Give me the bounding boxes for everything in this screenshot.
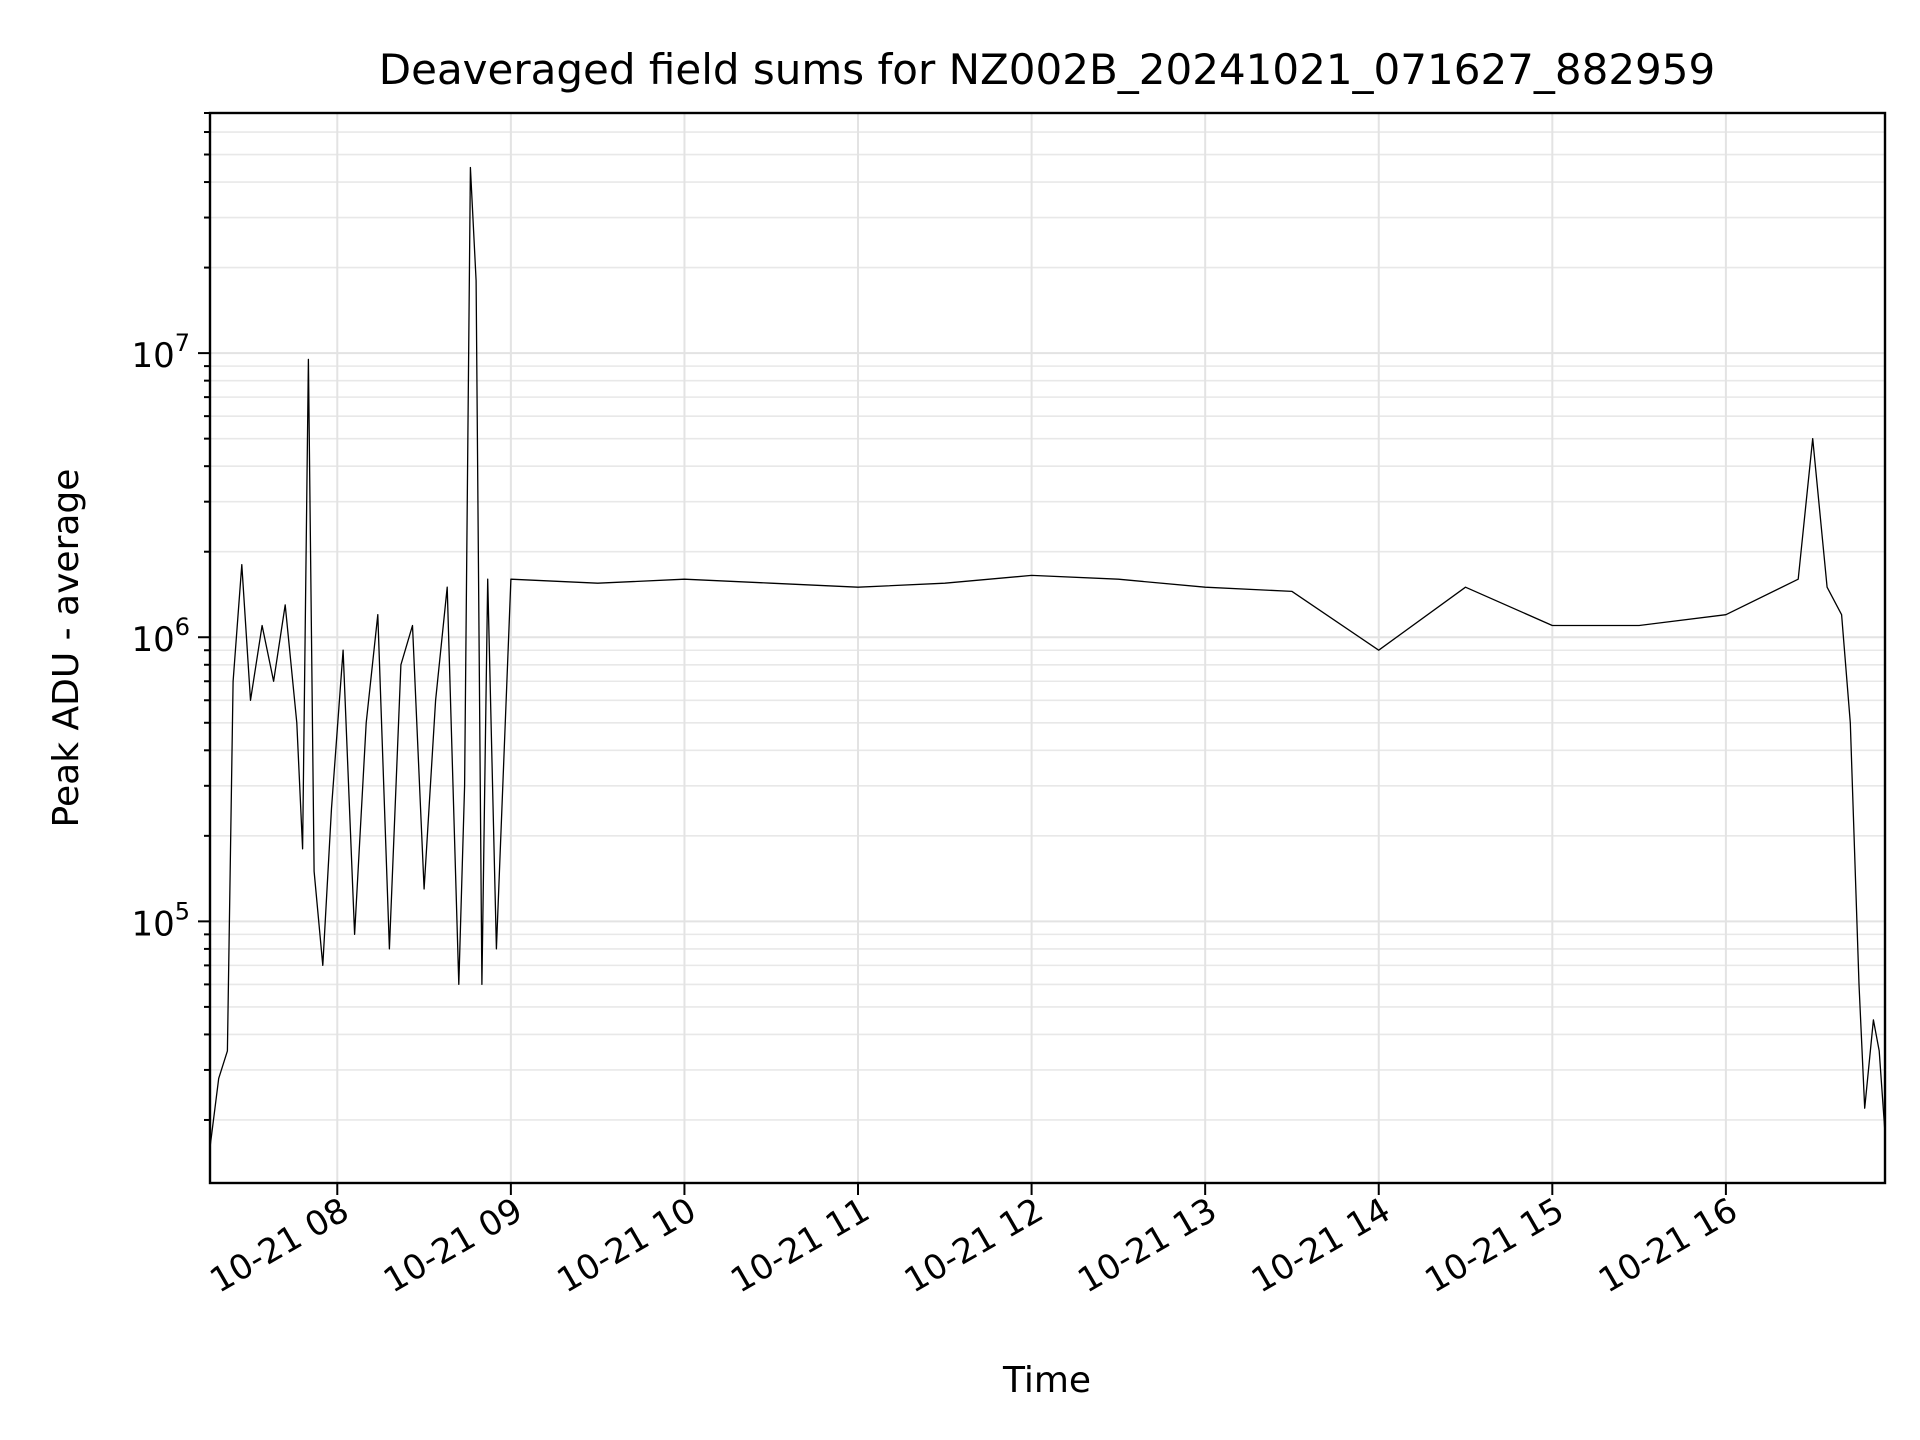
x-axis-label: Time — [1002, 1360, 1091, 1401]
x-tick-label: 10-21 12 — [898, 1190, 1050, 1301]
y-tick-label: 105 — [131, 897, 190, 944]
chart-title: Deaveraged field sums for NZ002B_2024102… — [379, 45, 1715, 94]
x-tick-label: 10-21 15 — [1418, 1190, 1570, 1301]
x-tick-label: 10-21 16 — [1592, 1190, 1744, 1301]
x-tick-label: 10-21 14 — [1245, 1190, 1397, 1301]
x-tick-label: 10-21 13 — [1071, 1190, 1223, 1301]
y-axis-label: Peak ADU - average — [46, 469, 87, 828]
grid-lines — [210, 112, 1885, 1183]
x-tick-label: 10-21 10 — [551, 1190, 703, 1301]
y-tick-label: 107 — [131, 329, 190, 376]
axis-ticks: 10-21 08 10-21 09 10-21 10 10-21 11 10-21 12… — [131, 112, 1744, 1301]
series-line-0 — [209, 166, 1886, 1148]
x-tick-label: 10-21 08 — [203, 1190, 355, 1301]
plot-frame — [208, 111, 1887, 1185]
x-tick-label: 10-21 11 — [724, 1190, 876, 1301]
x-tick-label: 10-21 09 — [377, 1190, 529, 1301]
series-layer — [209, 166, 1886, 1148]
y-tick-label: 106 — [131, 613, 190, 660]
